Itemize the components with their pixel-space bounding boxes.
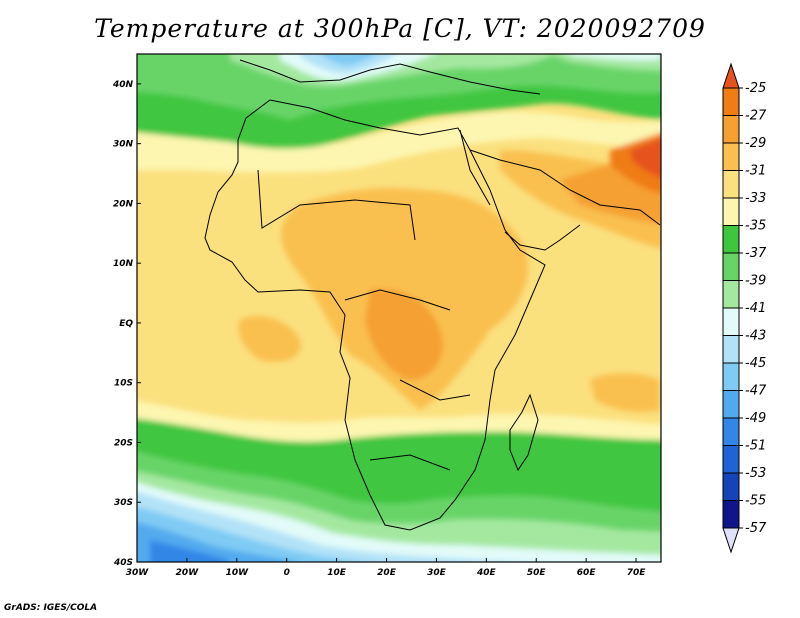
colorbar-level-label: -47 (745, 384, 767, 399)
lon-tick-label: 0 (284, 568, 290, 578)
colorbar-level-label: -41 (745, 301, 766, 316)
lon-tick-label: 20W (176, 568, 200, 578)
colorbar-segment (722, 142, 740, 171)
colorbar-segment (722, 417, 740, 446)
colorbar-segment (722, 197, 740, 226)
plot-frame (136, 53, 662, 563)
colorbar-level-label: -57 (745, 521, 767, 536)
colorbar-level-label: -53 (745, 466, 766, 481)
colorbar-segment (722, 170, 740, 199)
colorbar-segment (722, 87, 740, 116)
lat-tick-label: 30S (114, 498, 133, 508)
map-title: Temperature at 300hPa [C], VT: 202009270… (94, 14, 706, 43)
lon-tick-label: 10E (327, 568, 347, 578)
colorbar-level-label: -51 (745, 439, 766, 454)
colorbar-level-label: -55 (745, 494, 766, 509)
credit-text: GrADS: IGES/COLA (4, 603, 98, 613)
lon-tick-label: 60E (577, 568, 597, 578)
coastline-outlines (204, 59, 661, 531)
colorbar-level-label: -37 (745, 246, 767, 261)
lon-tick-label: 30W (126, 568, 150, 578)
colorbar-segment (722, 307, 740, 336)
colorbar-segment (722, 362, 740, 391)
colorbar-level-label: -45 (745, 356, 766, 371)
lon-tick-label: 10W (226, 568, 250, 578)
lat-tick-label: 30N (113, 140, 134, 150)
colorbar-level-label: -33 (745, 191, 766, 206)
colorbar-segment (722, 280, 740, 309)
lat-tick-label: 20N (113, 199, 134, 209)
colorbar-level-label: -31 (745, 164, 766, 179)
colorbar-level-label: -25 (745, 81, 766, 96)
colorbar-level-label: -29 (745, 136, 766, 151)
colorbar-bottom-triangle (722, 527, 740, 554)
lat-tick-label: 10S (114, 379, 133, 389)
temperature-field (137, 54, 661, 562)
lat-tick-label: 40S (113, 558, 133, 568)
lat-tick-label: 20S (114, 438, 133, 448)
colorbar-segment (722, 472, 740, 501)
colorbar-segment (722, 115, 740, 144)
colorbar-segment (722, 500, 740, 529)
lon-tick-label: 40E (476, 568, 497, 578)
lon-tick-label: 70E (627, 568, 647, 578)
colorbar-segment (722, 445, 740, 474)
lat-tick-label: EQ (119, 319, 133, 329)
lat-tick-label: 10N (113, 259, 134, 269)
lon-tick-label: 50E (527, 568, 547, 578)
colorbar-segment (722, 335, 740, 364)
colorbar-level-label: -27 (745, 109, 767, 124)
colorbar-top-triangle (722, 62, 740, 89)
colorbar-level-label: -35 (745, 219, 766, 234)
colorbar-level-label: -39 (745, 274, 766, 289)
longitude-ticks: 30W 20W 10W 0 10E 20E 30E 40E 50E 60E 70E (126, 558, 646, 578)
colorbar-segment (722, 252, 740, 281)
lon-tick-label: 30E (427, 568, 447, 578)
colorbar: -25 -27 -29 -31 -33 -35 -37 -39 -41 -43 -45 -47 -49 -… (722, 62, 767, 554)
colorbar-level-label: -49 (745, 411, 766, 426)
lon-tick-label: 20E (377, 568, 397, 578)
lat-tick-label: 40N (112, 80, 134, 90)
colorbar-level-label: -43 (745, 329, 766, 344)
colorbar-segment (722, 390, 740, 419)
colorbar-segment (722, 225, 740, 254)
latitude-ticks: 40N 30N 20N 10N EQ 10S 20S 30S 40S (112, 80, 141, 568)
